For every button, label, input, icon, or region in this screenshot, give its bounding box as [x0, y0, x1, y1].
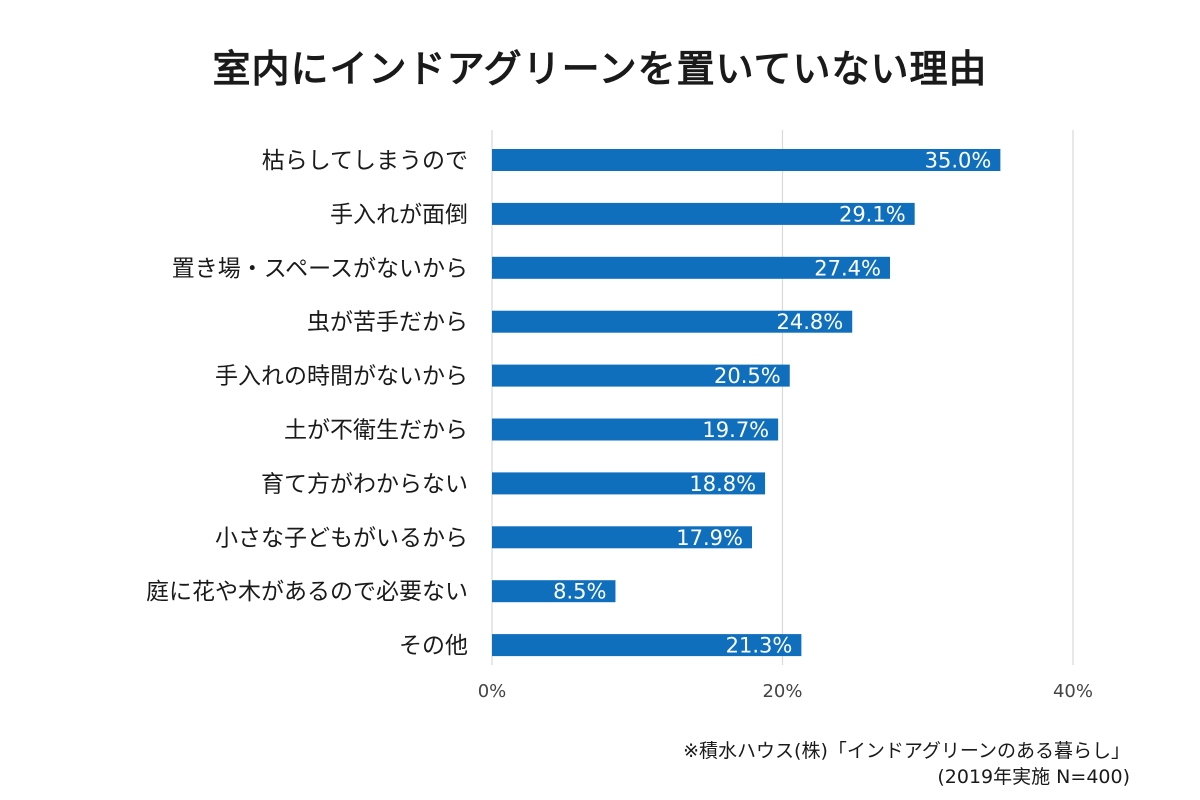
data-label: 20.5%: [714, 364, 781, 388]
category-label: 置き場・スペースがないから: [172, 256, 468, 282]
data-label: 8.5%: [553, 580, 606, 604]
source-line-2: (2019年実施 N=400): [937, 766, 1130, 788]
x-tick-label: 40%: [1053, 681, 1093, 702]
data-label: 29.1%: [839, 202, 906, 226]
bar: [492, 418, 779, 441]
x-axis-ticks: 0% 20% 40%: [478, 681, 1093, 702]
category-label: 手入れが面倒: [330, 202, 468, 228]
bar: [492, 364, 790, 387]
category-labels: 枯らしてしまうので手入れが面倒置き場・スペースがないから虫が苦手だから手入れの時…: [146, 148, 468, 659]
category-label: 枯らしてしまうので: [262, 148, 468, 174]
data-label: 24.8%: [777, 310, 844, 334]
data-label: 17.9%: [676, 526, 743, 550]
category-label: 手入れの時間がないから: [215, 364, 468, 390]
bars: 35.0% 29.1% 27.4% 24.8% 20.5% 19.7% 18.8% 17.9%…: [492, 149, 1001, 658]
category-label: 庭に花や木があるので必要ない: [146, 579, 468, 605]
bar: [492, 580, 616, 603]
chart-title: 室内にインドアグリーンを置いていない理由: [212, 47, 988, 91]
data-label: 19.7%: [702, 418, 769, 442]
bar: [492, 256, 890, 279]
category-label: その他: [399, 633, 468, 659]
data-label: 18.8%: [689, 472, 756, 496]
category-label: 虫が苦手だから: [307, 310, 468, 336]
data-label: 35.0%: [925, 149, 992, 173]
data-label: 21.3%: [726, 634, 793, 658]
source-note: ※積水ハウス(株)「インドアグリーンのある暮らし」 (2019年実施 N=400…: [683, 738, 1130, 790]
data-label: 27.4%: [814, 256, 881, 280]
bar: [492, 310, 853, 333]
category-label: 土が不衛生だから: [284, 418, 468, 444]
category-label: 小さな子どもがいるから: [215, 525, 468, 551]
category-label: 育て方がわからない: [261, 471, 468, 497]
bar: [492, 526, 752, 549]
bar: [492, 634, 802, 657]
x-tick-label: 0%: [478, 681, 507, 702]
x-tick-label: 20%: [762, 681, 802, 702]
bar: [492, 472, 766, 495]
bar: [492, 202, 915, 225]
source-line-1: ※積水ハウス(株)「インドアグリーンのある暮らし」: [683, 740, 1130, 762]
bar: [492, 149, 1001, 171]
